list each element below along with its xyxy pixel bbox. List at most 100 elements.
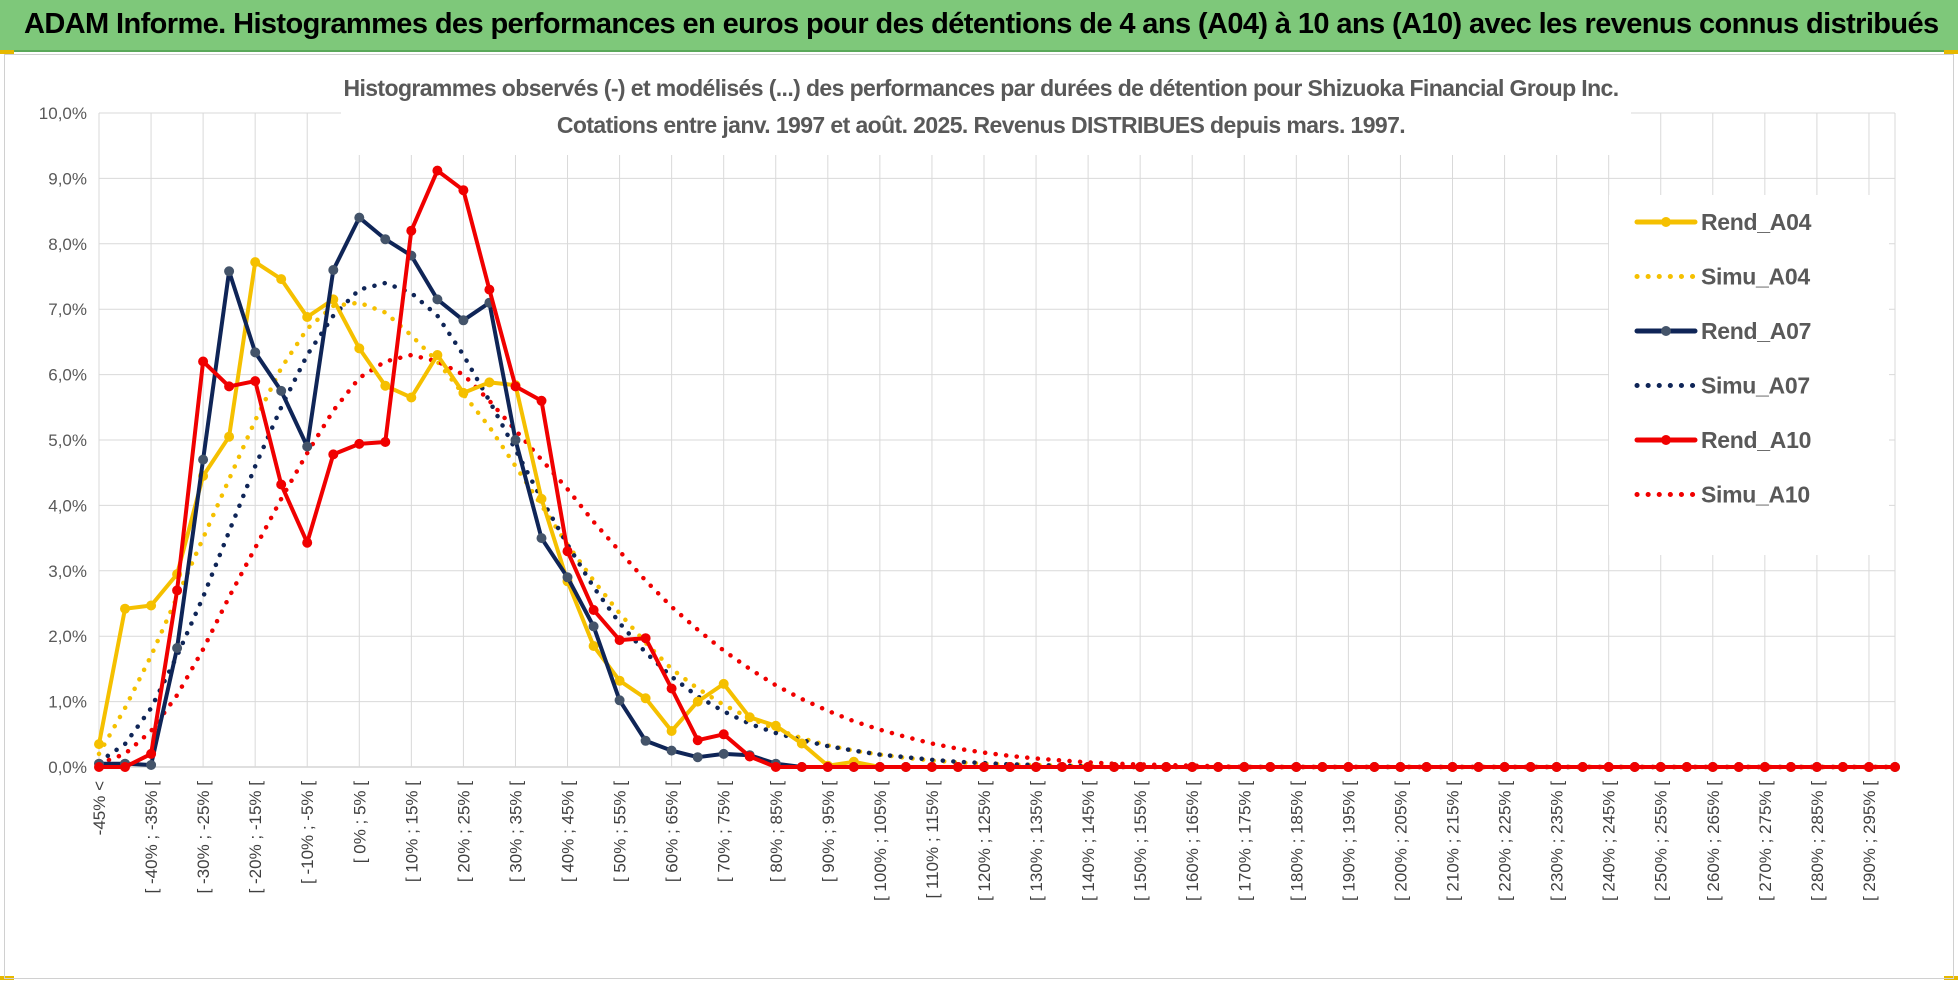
data-point-rend-a10: [1187, 762, 1198, 772]
x-tick-label: [ 230% ; 235% [: [1548, 781, 1567, 901]
data-point-rend-a07: [276, 385, 287, 396]
data-point-rend-a10: [354, 438, 365, 449]
y-tick-label: 5,0%: [48, 431, 87, 450]
data-point-rend-a04: [640, 693, 651, 704]
data-point-rend-a10: [796, 762, 807, 772]
data-point-rend-a10: [1473, 762, 1484, 772]
x-tick-label: [ 40% ; 45% [: [559, 781, 578, 882]
x-tick-label: [ 210% ; 215% [: [1444, 781, 1463, 901]
data-point-rend-a10: [718, 729, 729, 740]
y-tick-label: 7,0%: [48, 300, 87, 319]
x-tick-label: [ 100% ; 105% [: [871, 781, 890, 901]
histogram-chart: 0,0% 1,0% 2,0% 3,0% 4,0% 5,0% 6,0% 7,0% 8,0% 9,0%…: [39, 59, 1900, 901]
x-tick-label: [ 240% ; 245% [: [1600, 781, 1619, 901]
report-title: ADAM Informe. Histogrammes des performan…: [24, 8, 1939, 40]
x-tick-label: [ -20% ; -15% [: [246, 781, 265, 894]
data-point-rend-a07: [640, 735, 651, 746]
x-tick-label: [ 190% ; 195% [: [1339, 781, 1358, 901]
legend-label: Simu_A10: [1701, 482, 1810, 508]
data-point-rend-a07: [328, 265, 339, 275]
x-tick-label: [ -30% ; -25% [: [194, 781, 213, 894]
x-tick-label: [ 120% ; 125% [: [975, 781, 994, 901]
data-point-rend-a10: [1421, 762, 1432, 772]
data-point-rend-a10: [1291, 762, 1302, 772]
data-point-rend-a04: [276, 274, 287, 285]
legend-label: Rend_A04: [1701, 209, 1812, 235]
data-point-rend-a10: [926, 762, 937, 772]
data-point-rend-a07: [198, 454, 209, 465]
legend-marker: [1661, 326, 1671, 336]
data-point-rend-a10: [770, 762, 781, 772]
data-point-rend-a07: [224, 266, 235, 277]
data-point-rend-a04: [146, 600, 157, 611]
data-point-rend-a10: [458, 185, 469, 196]
data-point-rend-a10: [1083, 762, 1094, 772]
data-point-rend-a07: [354, 212, 365, 223]
data-point-rend-a04: [718, 678, 729, 689]
y-tick-label: 2,0%: [48, 627, 87, 646]
data-point-rend-a10: [979, 762, 989, 772]
data-point-rend-a10: [1447, 762, 1458, 772]
data-point-rend-a10: [1499, 762, 1510, 772]
data-point-rend-a04: [250, 257, 261, 268]
y-tick-label: 4,0%: [48, 496, 87, 515]
data-point-rend-a10: [562, 546, 573, 557]
legend-marker: [1661, 217, 1671, 227]
corner-mark-top-left: [0, 50, 14, 54]
data-point-rend-a04: [94, 739, 104, 750]
data-point-rend-a10: [874, 762, 885, 772]
data-point-rend-a10: [510, 381, 521, 392]
x-tick-label: [ 0% ; 5% [: [350, 781, 369, 863]
x-tick-label: [ 80% ; 85% [: [767, 781, 786, 882]
data-point-rend-a10: [1759, 762, 1770, 772]
x-tick-label: [ 70% ; 75% [: [715, 781, 734, 882]
y-tick-label: 9,0%: [48, 169, 87, 188]
x-tick-label: [ 150% ; 155% [: [1131, 781, 1150, 901]
legend-label: Simu_A07: [1701, 373, 1810, 399]
x-tick-label: [ 60% ; 65% [: [663, 781, 682, 882]
data-point-rend-a10: [822, 762, 833, 772]
x-tick-label: [ 200% ; 205% [: [1391, 781, 1410, 901]
x-tick-label: [ 270% ; 275% [: [1756, 781, 1775, 901]
data-point-rend-a07: [172, 643, 183, 653]
data-point-rend-a10: [302, 537, 313, 548]
data-point-rend-a10: [1369, 762, 1380, 772]
data-point-rend-a10: [224, 381, 235, 392]
x-tick-label: [ -40% ; -35% [: [142, 781, 161, 894]
data-point-rend-a10: [1057, 762, 1068, 772]
data-point-rend-a10: [406, 225, 417, 236]
data-point-rend-a04: [406, 392, 417, 403]
y-tick-label: 0,0%: [48, 758, 87, 777]
data-point-rend-a10: [1317, 762, 1328, 772]
data-point-rend-a04: [770, 720, 781, 731]
data-point-rend-a10: [432, 165, 443, 176]
data-point-rend-a07: [536, 533, 547, 544]
data-point-rend-a10: [250, 376, 261, 387]
data-point-rend-a07: [302, 441, 313, 452]
chart-subtitle: Cotations entre janv. 1997 et août. 2025…: [557, 112, 1405, 138]
data-point-rend-a10: [536, 395, 547, 406]
chart-series: [94, 165, 1900, 772]
series-line-rend-a10: [97, 168, 1897, 769]
data-point-rend-a04: [224, 431, 235, 442]
data-point-rend-a10: [1213, 762, 1224, 772]
x-tick-label: [ 260% ; 265% [: [1704, 781, 1723, 901]
data-point-rend-a10: [1837, 762, 1848, 772]
data-point-rend-a04: [614, 675, 625, 686]
data-point-rend-a10: [484, 284, 495, 295]
data-point-rend-a10: [1785, 762, 1796, 772]
data-point-rend-a10: [1629, 762, 1640, 772]
data-point-rend-a04: [354, 343, 365, 354]
x-tick-label: [ 220% ; 225% [: [1496, 781, 1515, 901]
x-tick-label: [ 110% ; 115% [: [923, 781, 942, 899]
data-point-rend-a10: [1265, 762, 1276, 772]
data-point-rend-a04: [744, 712, 755, 723]
legend-label: Rend_A10: [1701, 427, 1811, 453]
legend-background: [1609, 195, 1889, 555]
x-tick-label: -45% <: [90, 781, 109, 835]
x-tick-label: [ 160% ; 165% [: [1183, 781, 1202, 901]
data-point-rend-a07: [510, 435, 521, 445]
x-tick-label: [ 170% ; 175% [: [1235, 781, 1254, 901]
data-point-rend-a07: [588, 621, 599, 632]
x-tick-label: [ 130% ; 135% [: [1027, 781, 1046, 901]
